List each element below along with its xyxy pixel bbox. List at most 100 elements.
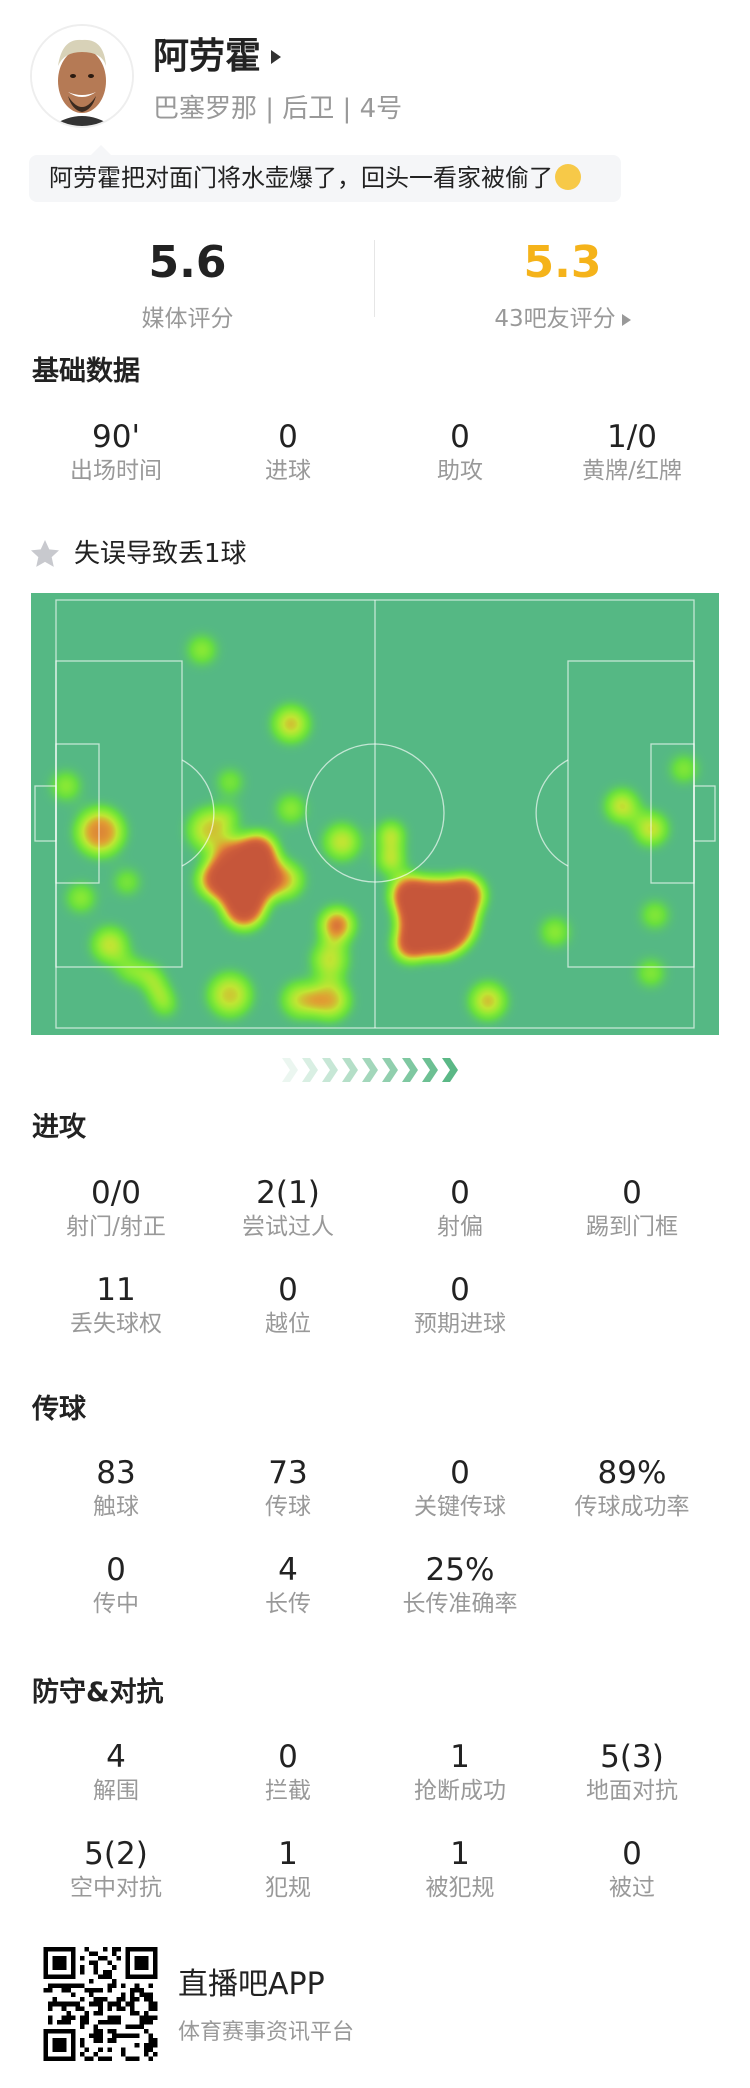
stat-item: 0 被过 (546, 1836, 718, 1933)
app-tagline: 体育赛事资讯平台 (178, 2020, 355, 2045)
player-info: 巴塞罗那 | 后卫 | 4号 (153, 94, 403, 124)
stat-value: 4 (278, 1552, 298, 1588)
heat-spot (379, 848, 403, 872)
stat-label: 射偏 (437, 1214, 483, 1240)
error-highlight: 失误导致丢1球 (74, 539, 247, 569)
stat-label: 解围 (93, 1778, 139, 1804)
stat-value: 0 (450, 1455, 470, 1491)
stat-value: 11 (96, 1272, 136, 1308)
stat-value: 90' (92, 419, 140, 455)
basic-stats-grid: 90' 出场时间 0 进球 0 助攻 1/0 黄牌/红牌 (30, 419, 718, 516)
heat-spot (240, 834, 276, 870)
stat-item: 0 助攻 (374, 419, 546, 516)
stat-item: 25% 长传准确率 (374, 1552, 546, 1649)
caret-right-icon (271, 50, 282, 64)
stat-label: 传球成功率 (574, 1494, 690, 1520)
section-title-passing: 传球 (32, 1394, 86, 1425)
heat-spot (638, 960, 664, 986)
fan-rating-label-row[interactable]: 43吧友评分 (375, 304, 750, 334)
chevron-right-icon (342, 1058, 358, 1082)
heat-spot (224, 888, 264, 928)
heat-spot (155, 995, 175, 1015)
chevron-right-icon (282, 1058, 298, 1082)
pitch-lines (34, 599, 716, 1029)
stat-item: 0 预期进球 (374, 1272, 546, 1369)
player-name-link[interactable]: 阿劳霍 (153, 35, 282, 79)
stat-label: 触球 (93, 1494, 139, 1520)
attack-direction-arrows (282, 1058, 458, 1082)
player-photo (32, 26, 132, 126)
stat-value: 0 (450, 419, 470, 455)
heat-spot (67, 884, 95, 912)
stat-item: 1 抢断成功 (374, 1739, 546, 1836)
heat-spot (218, 770, 242, 794)
section-title-attack: 进攻 (32, 1112, 86, 1143)
stat-value: 25% (425, 1552, 495, 1588)
stat-item: 0 关键传球 (374, 1455, 546, 1552)
fan-rating[interactable]: 5.3 43吧友评分 (375, 238, 750, 334)
rating-divider (374, 240, 375, 317)
stat-value: 2(1) (256, 1175, 320, 1211)
player-name: 阿劳霍 (153, 36, 262, 77)
heat-spot (197, 862, 233, 898)
stat-value: 73 (268, 1455, 308, 1491)
stat-item: 0 传中 (30, 1552, 202, 1649)
stat-label: 传球 (265, 1494, 311, 1520)
heat-spot (312, 942, 348, 978)
player-avatar[interactable] (30, 24, 134, 128)
heat-spot (324, 824, 360, 860)
stat-item: 11 丢失球权 (30, 1272, 202, 1369)
stat-item: 5(3) 地面对抗 (546, 1739, 718, 1836)
star-icon (31, 540, 59, 567)
stat-item: 0 越位 (202, 1272, 374, 1369)
stat-item: 4 长传 (202, 1552, 374, 1649)
stat-label: 长传 (265, 1591, 311, 1617)
heat-spot (642, 902, 668, 928)
stat-label: 射门/射正 (66, 1214, 166, 1240)
heatmap-layer (52, 636, 697, 1020)
stat-value: 0 (278, 1739, 298, 1775)
stat-label: 尝试过人 (242, 1214, 334, 1240)
heat-spot (273, 706, 309, 742)
stat-label: 越位 (265, 1311, 311, 1337)
stat-value: 0/0 (91, 1175, 141, 1211)
qr-code (43, 1947, 158, 2061)
stat-item: 5(2) 空中对抗 (30, 1836, 202, 1933)
stat-label: 犯规 (265, 1875, 311, 1901)
chevron-right-icon (422, 1058, 438, 1082)
stat-label: 预期进球 (414, 1311, 506, 1337)
stat-item: 0/0 射门/射正 (30, 1175, 202, 1272)
media-rating-value: 5.6 (148, 237, 227, 288)
stat-value: 0 (622, 1175, 642, 1211)
passing-stats-grid: 83 触球 73 传球 0 关键传球 89% 传球成功率 0 传中 4 长传 25% 长传准确率 (30, 1455, 718, 1649)
chevron-right-icon (382, 1058, 398, 1082)
chevron-right-icon (302, 1058, 318, 1082)
stat-item: 4 解围 (30, 1739, 202, 1836)
stat-item: 0 进球 (202, 419, 374, 516)
attack-stats-grid: 0/0 射门/射正 2(1) 尝试过人 0 射偏 0 踢到门框 11 丢失球权 0 越位 0 预期进球 (30, 1175, 718, 1369)
heat-spot (321, 909, 353, 941)
stat-label: 丢失球权 (70, 1311, 162, 1337)
heat-spot (115, 870, 139, 894)
stat-label: 抢断成功 (414, 1778, 506, 1804)
stat-value: 83 (96, 1455, 136, 1491)
stat-value: 1 (278, 1836, 298, 1872)
stat-value: 0 (106, 1552, 126, 1588)
chevron-right-icon (362, 1058, 378, 1082)
stat-label: 拦截 (265, 1778, 311, 1804)
heat-spot (148, 980, 168, 1000)
stat-item: 0 踢到门框 (546, 1175, 718, 1272)
heat-spot (118, 958, 142, 982)
media-rating-label: 媒体评分 (141, 306, 234, 332)
section-title-defense: 防守&对抗 (32, 1677, 164, 1708)
heat-spot (282, 982, 318, 1018)
stat-value: 0 (622, 1836, 642, 1872)
media-rating: 5.6 媒体评分 (0, 238, 375, 334)
heat-spot (379, 823, 403, 847)
stat-item: 90' 出场时间 (30, 419, 202, 516)
heat-spot (76, 808, 124, 856)
heat-spot (208, 973, 252, 1017)
stat-label: 踢到门框 (586, 1214, 678, 1240)
heat-spot (392, 877, 428, 913)
crying-face-icon (555, 164, 581, 190)
